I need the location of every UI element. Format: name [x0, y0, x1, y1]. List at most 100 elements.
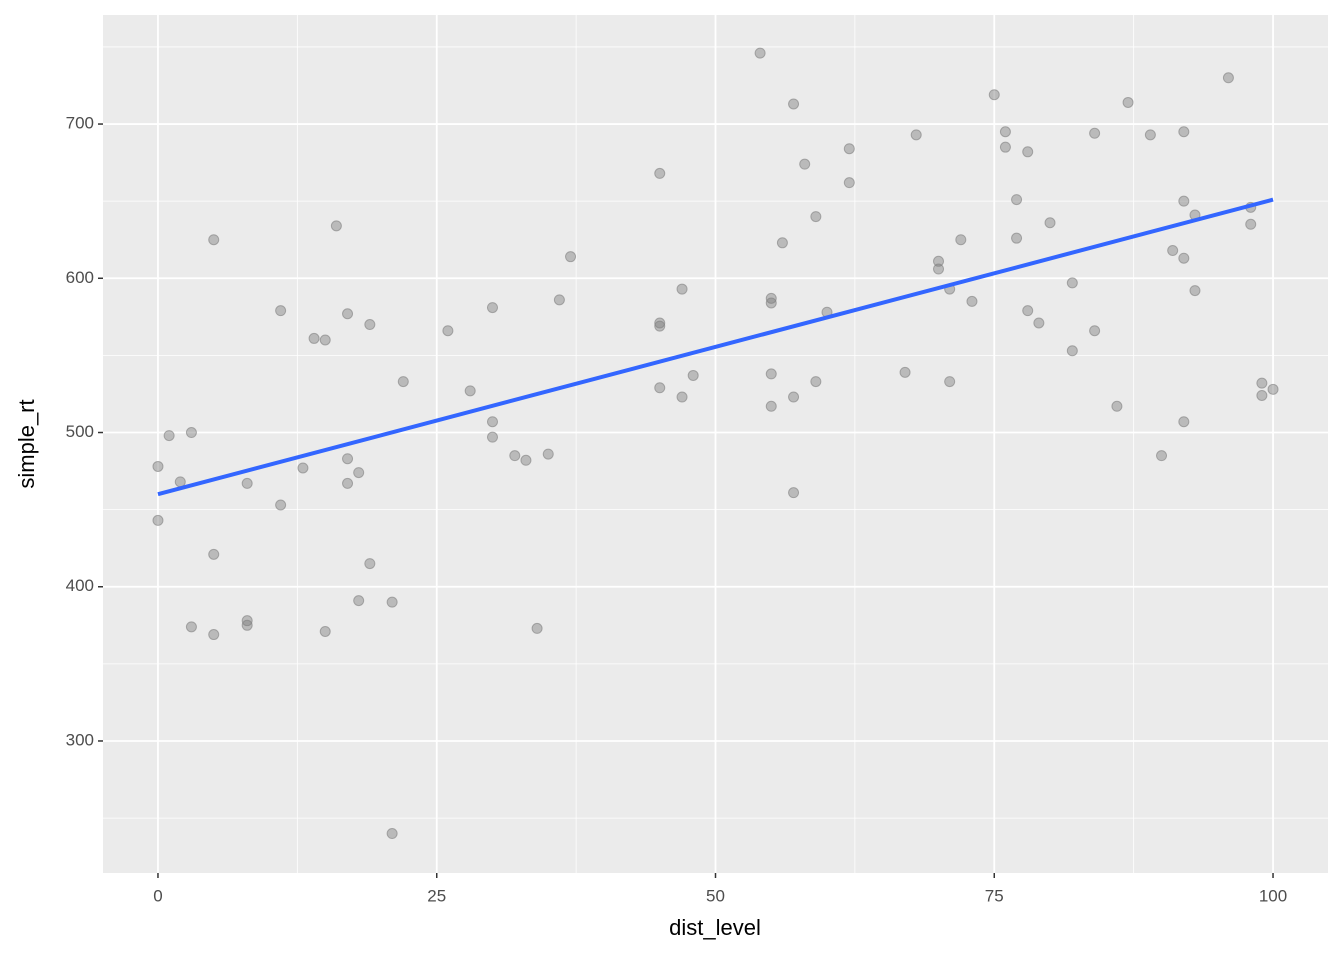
point: [765, 297, 777, 309]
y-tick-label: 500: [66, 422, 94, 441]
x-axis-title: dist_level: [669, 915, 761, 940]
point: [185, 621, 197, 633]
point: [208, 629, 220, 641]
x-tick-label: 25: [427, 886, 446, 905]
point: [999, 141, 1011, 153]
point: [1156, 450, 1168, 462]
point: [1222, 72, 1234, 84]
point: [1066, 345, 1078, 357]
point: [1022, 305, 1034, 317]
point: [553, 294, 565, 306]
point: [509, 450, 521, 462]
point: [241, 619, 253, 631]
y-tick-label: 600: [66, 268, 94, 287]
point: [1066, 277, 1078, 289]
point: [208, 234, 220, 246]
point: [1044, 217, 1056, 229]
point: [386, 828, 398, 840]
x-tick-label: 0: [153, 886, 162, 905]
point: [676, 283, 688, 295]
point: [353, 595, 365, 607]
point: [464, 385, 476, 397]
point: [1178, 416, 1190, 428]
point: [1033, 317, 1045, 329]
point: [654, 320, 666, 332]
point: [397, 376, 409, 388]
point: [654, 167, 666, 179]
y-tick-label: 300: [66, 730, 94, 749]
point: [1178, 195, 1190, 207]
point: [1122, 96, 1134, 108]
point: [152, 460, 164, 472]
point: [988, 89, 1000, 101]
point: [654, 382, 666, 394]
point: [1022, 146, 1034, 158]
point: [765, 368, 777, 380]
point: [1267, 383, 1279, 395]
point: [152, 514, 164, 526]
point: [1144, 129, 1156, 141]
y-tick-label: 400: [66, 576, 94, 595]
y-tick-label: 700: [66, 114, 94, 133]
point: [542, 448, 554, 460]
point: [319, 625, 331, 637]
point: [486, 431, 498, 443]
fit-line: [157, 197, 1274, 497]
y-axis-title: simple_rt: [14, 399, 39, 488]
point: [1089, 325, 1101, 337]
point: [843, 143, 855, 155]
point: [910, 129, 922, 141]
point: [353, 467, 365, 479]
point: [788, 487, 800, 499]
point: [999, 126, 1011, 138]
point: [185, 427, 197, 439]
point: [1089, 127, 1101, 139]
x-tick-label: 75: [985, 886, 1004, 905]
point: [955, 234, 967, 246]
point: [386, 596, 398, 608]
point: [1256, 389, 1268, 401]
point: [1245, 218, 1257, 230]
point: [754, 47, 766, 59]
point: [486, 416, 498, 428]
point: [933, 263, 945, 275]
point: [1256, 377, 1268, 389]
point: [342, 453, 354, 465]
point: [654, 317, 666, 329]
point: [776, 237, 788, 249]
point: [486, 302, 498, 314]
point: [788, 391, 800, 403]
point: [364, 558, 376, 570]
point: [442, 325, 454, 337]
x-tick-label: 50: [706, 886, 725, 905]
point: [810, 211, 822, 223]
point: [275, 499, 287, 511]
point: [330, 220, 342, 232]
point: [810, 376, 822, 388]
point: [788, 98, 800, 110]
grid: [103, 15, 1328, 873]
point: [944, 376, 956, 388]
point: [297, 462, 309, 474]
point: [1178, 126, 1190, 138]
point: [531, 622, 543, 634]
point: [799, 158, 811, 170]
point: [163, 430, 175, 442]
point: [687, 369, 699, 381]
point: [1167, 245, 1179, 257]
point: [1189, 285, 1201, 297]
point: [342, 308, 354, 320]
point: [565, 251, 577, 263]
point: [899, 366, 911, 378]
point: [933, 255, 945, 267]
point: [1178, 252, 1190, 264]
point: [241, 477, 253, 489]
point: [843, 177, 855, 189]
x-tick-label: 100: [1259, 886, 1287, 905]
point: [676, 391, 688, 403]
point: [308, 332, 320, 344]
marks: [152, 47, 1279, 840]
point: [1111, 400, 1123, 412]
